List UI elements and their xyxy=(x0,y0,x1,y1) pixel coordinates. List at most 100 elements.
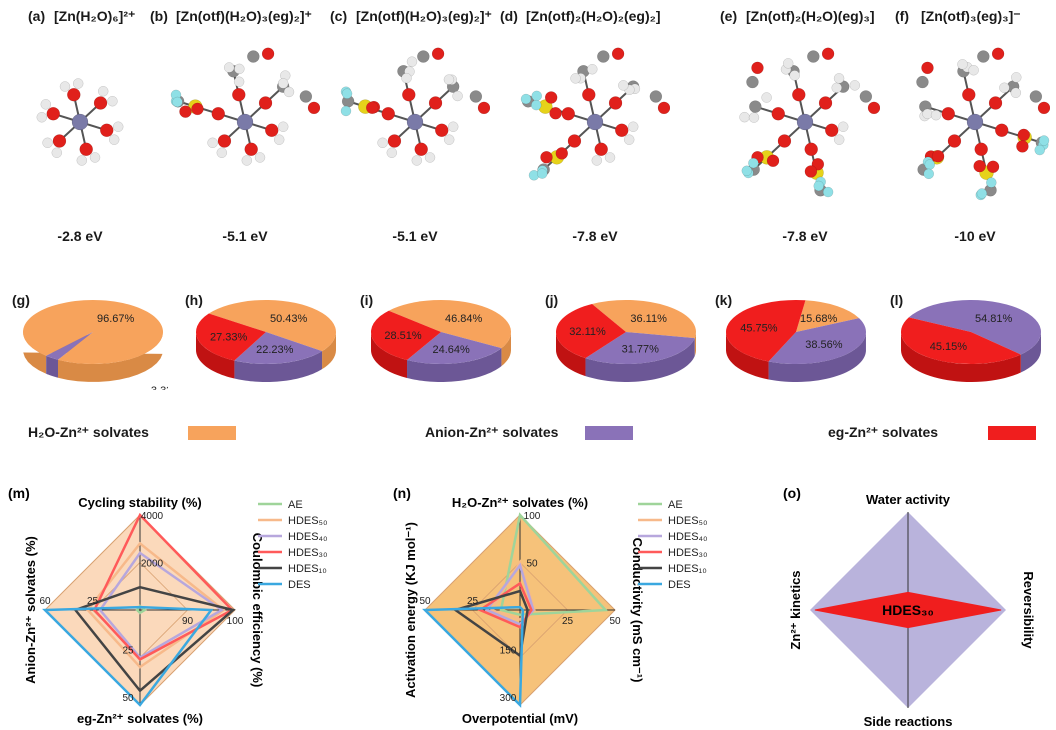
pie-chart: 36.11% 31.77% 32.11% xyxy=(556,300,696,382)
pie-chart: 96.67% 3.33% xyxy=(22,300,168,390)
radar-axis-title: Anion-Zn²⁺ solvates (%) xyxy=(23,536,38,684)
solvation-structure xyxy=(36,78,124,166)
pie-slice xyxy=(585,332,695,364)
solvation-structure xyxy=(170,47,320,166)
structure-title: (e) xyxy=(720,8,738,24)
radar-panel-label: (m) xyxy=(8,485,30,501)
radar-tick-label: 50 xyxy=(419,596,431,607)
radar-series xyxy=(814,591,1002,629)
pie-value-label: 36.11% xyxy=(630,313,667,325)
radar-legend-label: HDES₄₀ xyxy=(668,531,708,543)
radar-tick-label: 50 xyxy=(122,693,134,704)
structure-formula: [Zn(H₂O)₆]²⁺ xyxy=(54,8,136,24)
pie-slice xyxy=(796,300,860,332)
pie-slice xyxy=(908,300,1041,355)
radar-series xyxy=(135,604,147,615)
radar-series xyxy=(73,585,236,693)
radar-tick-label: 50 xyxy=(526,559,538,570)
radar-legend-label: HDES₅₀ xyxy=(288,515,328,527)
radar-legend-label: AE xyxy=(668,499,683,511)
pie-slice xyxy=(556,304,626,359)
pie-slice xyxy=(195,313,266,361)
radar-charts: (m) 2000 4000 90 100 25 50 25 60 Cycling stabilit… xyxy=(8,485,1036,729)
radar-axis-title: Coulombic efficiency (%) xyxy=(250,533,265,688)
pie-value-label: 24.64% xyxy=(433,344,471,356)
radar-axis-title: eg-Zn²⁺ solvates (%) xyxy=(77,711,203,726)
pie-value-label: 45.15% xyxy=(930,341,968,353)
structure-formula: [Zn(otf)(H₂O)₃(eg)₂]⁺ xyxy=(356,8,492,24)
legend-swatch xyxy=(585,426,633,440)
binding-energy: -2.8 eV xyxy=(57,228,103,244)
pie-slice xyxy=(234,332,323,364)
pie-slice xyxy=(768,318,866,364)
pie-slice xyxy=(726,300,806,362)
pie-value-label: 54.81% xyxy=(975,313,1013,325)
radar-axis-title: Zn²⁺ kinetics xyxy=(788,570,803,649)
radar-series xyxy=(92,512,235,661)
radar-chart: (n) 50 100 25 50 150 300 25 50 H₂O-Zn²⁺ solvates … xyxy=(393,485,708,726)
radar-tick-label: 100 xyxy=(524,511,541,522)
radar-series xyxy=(42,605,214,707)
radar-legend-label: HDES₁₀ xyxy=(668,563,707,575)
radar-tick-label: 25 xyxy=(87,596,99,607)
binding-energy: -7.8 eV xyxy=(572,228,618,244)
radar-axis-title: Side reactions xyxy=(864,714,953,729)
legend-label: eg-Zn²⁺ solvates xyxy=(828,424,939,440)
binding-energy: -10 eV xyxy=(954,228,996,244)
solvation-structure xyxy=(340,47,490,166)
radar-legend-label: HDES₃₀ xyxy=(288,547,328,559)
pie-value-label: 22.23% xyxy=(256,344,294,356)
radar-tick-label: 300 xyxy=(500,693,517,704)
pie-value-label: 27.33% xyxy=(210,331,248,343)
radar-series xyxy=(422,605,525,708)
radar-panel-label: (n) xyxy=(393,485,411,501)
structure-formula: [Zn(otf)₂(H₂O)(eg)₃] xyxy=(746,8,875,24)
radar-tick-label: 150 xyxy=(500,646,517,657)
radar-chart: (m) 2000 4000 90 100 25 50 25 60 Cycling stabilit… xyxy=(8,485,328,726)
pie-slice xyxy=(46,332,93,360)
radar-series xyxy=(499,512,609,617)
radar-axis-title: Water activity xyxy=(866,492,951,507)
radar-tick-label: 2000 xyxy=(141,559,164,570)
pie-value-label: 32.11% xyxy=(569,326,606,338)
radar-legend-label: DES xyxy=(668,579,691,591)
radar-panel-label: (o) xyxy=(783,485,801,501)
structure-formula: [Zn(otf)₃(eg)₃]⁻ xyxy=(921,8,1021,24)
structure-title: (a) xyxy=(28,8,46,24)
pie-chart: 50.43% 22.23% 27.33% xyxy=(195,300,336,382)
radar-axis-title: Cycling stability (%) xyxy=(78,495,202,510)
pie-value-label: 50.43% xyxy=(270,313,308,325)
radar-series xyxy=(452,589,529,658)
radar-tick-label: 4000 xyxy=(141,511,164,522)
legend-swatch xyxy=(988,426,1036,440)
radar-chart: (o) Water activity Side reactions Reversibi… xyxy=(783,485,1036,729)
legend-swatch xyxy=(188,426,236,440)
radar-axis-title: Overpotential (mV) xyxy=(462,711,578,726)
radar-legend-label: HDES₃₀ xyxy=(668,547,708,559)
pie-slice xyxy=(371,310,441,360)
radar-legend-label: HDES₅₀ xyxy=(668,515,708,527)
pie-slice xyxy=(901,317,1021,364)
pie-panel-label: (l) xyxy=(890,292,904,308)
radar-series xyxy=(477,581,533,629)
radar-axis-title: Activation energy (KJ mol⁻¹) xyxy=(403,522,418,698)
radar-legend-label: AE xyxy=(288,499,303,511)
structure-title: (d) xyxy=(500,8,518,24)
radar-series xyxy=(484,562,535,626)
radar-tick-label: 25 xyxy=(122,646,134,657)
pie-value-label: 28.51% xyxy=(384,330,422,342)
pie-chart: 54.81% 45.15% xyxy=(901,300,1041,382)
radar-tick-label: 60 xyxy=(39,596,51,607)
structure-title: (b) xyxy=(150,8,168,24)
radar-tick-label: 50 xyxy=(609,616,621,627)
pie-value-label: 45.75% xyxy=(740,322,778,334)
pie-value-label: 15.68% xyxy=(800,313,838,325)
radar-axis-title: Conductivity (mS cm⁻¹) xyxy=(630,538,645,683)
radar-axis-title: H₂O-Zn²⁺ solvates (%) xyxy=(452,495,588,510)
pie-value-label: 38.56% xyxy=(805,339,843,351)
radar-tick-label: 100 xyxy=(227,616,244,627)
radar-axis-title: Reversibility xyxy=(1021,571,1036,649)
solvation-structure xyxy=(739,47,880,198)
pie-value-label: 3.33% xyxy=(151,385,168,390)
pie-slice xyxy=(592,300,696,339)
